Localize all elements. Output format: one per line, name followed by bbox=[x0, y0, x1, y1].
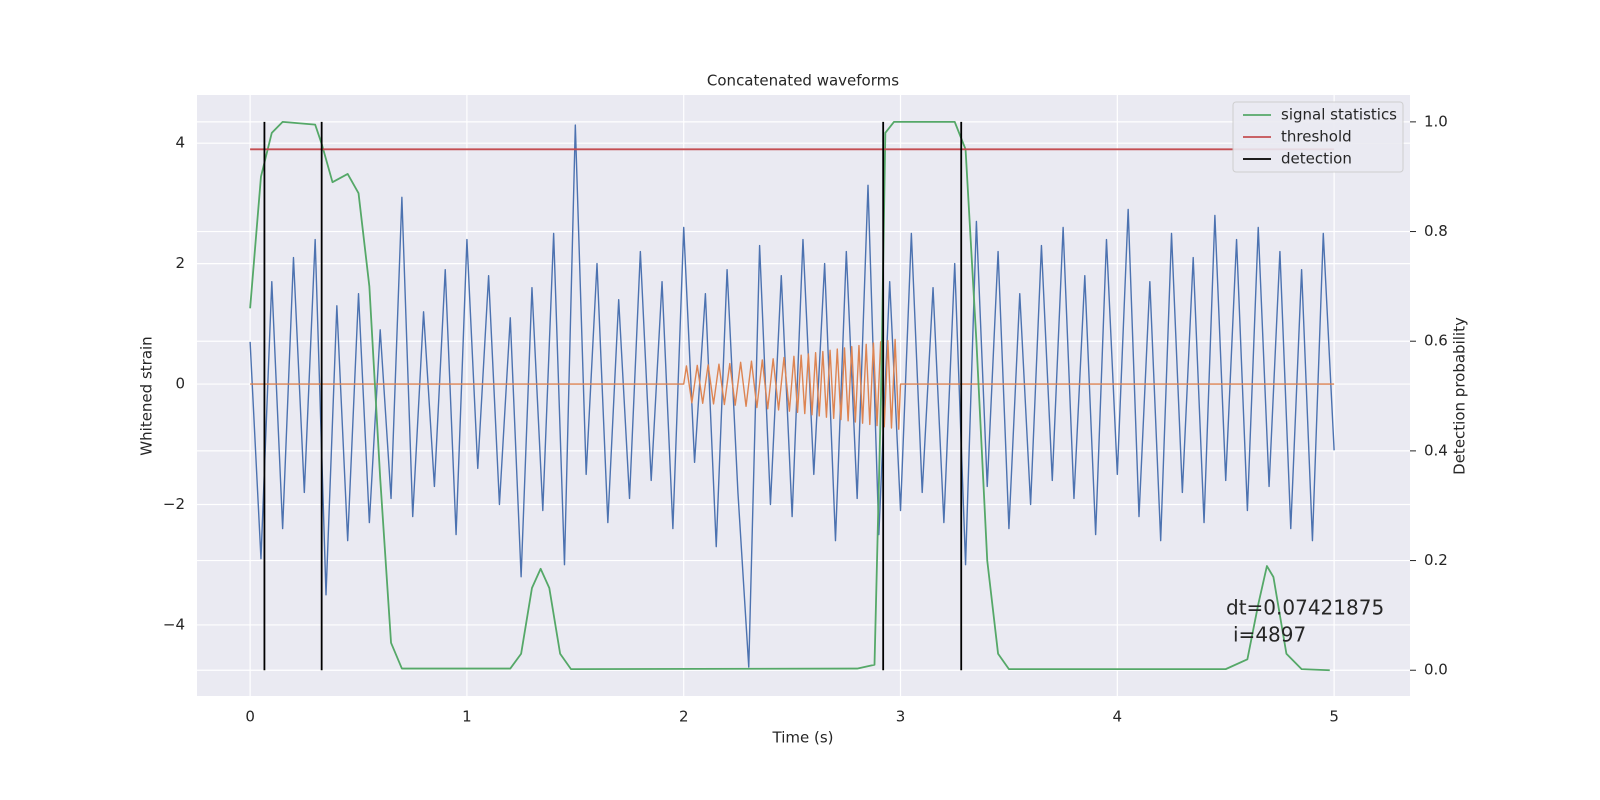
y-tick-label: −4 bbox=[163, 615, 185, 633]
x-tick-label: 4 bbox=[1113, 708, 1123, 726]
annotation: i=4897 bbox=[1233, 623, 1306, 647]
x-tick-label: 3 bbox=[896, 708, 906, 726]
x-tick-label: 2 bbox=[679, 708, 689, 726]
annotation: dt=0.07421875 bbox=[1226, 596, 1384, 620]
legend-label: signal statistics bbox=[1281, 106, 1397, 124]
y2-tick-label: 0.6 bbox=[1424, 332, 1448, 350]
y-tick-label: −2 bbox=[163, 495, 185, 513]
y2-tick-label: 0.4 bbox=[1424, 441, 1448, 459]
y-tick-label: 0 bbox=[175, 375, 185, 393]
series-line bbox=[249, 124, 1335, 668]
y2-axis-label: Detection probability bbox=[1451, 317, 1469, 475]
series-line bbox=[249, 120, 1330, 672]
y-tick-label: 4 bbox=[175, 134, 185, 152]
y-tick-label: 2 bbox=[175, 254, 185, 272]
y2-tick-label: 0.2 bbox=[1424, 551, 1448, 569]
y2-tick-label: 0.8 bbox=[1424, 222, 1448, 240]
x-tick-label: 1 bbox=[462, 708, 472, 726]
y2-tick-label: 1.0 bbox=[1424, 112, 1448, 130]
legend-box bbox=[1232, 101, 1404, 173]
chart-title: Concatenated waveforms bbox=[707, 72, 899, 90]
y2-tick-label: 0.0 bbox=[1424, 661, 1448, 679]
x-axis-label: Time (s) bbox=[772, 729, 834, 747]
y-axis-label: Whitened strain bbox=[138, 336, 156, 455]
x-tick-label: 0 bbox=[245, 708, 255, 726]
legend-label: threshold bbox=[1281, 128, 1352, 146]
x-tick-label: 5 bbox=[1329, 708, 1339, 726]
series-line bbox=[250, 338, 1335, 430]
legend-label: detection bbox=[1281, 150, 1352, 168]
